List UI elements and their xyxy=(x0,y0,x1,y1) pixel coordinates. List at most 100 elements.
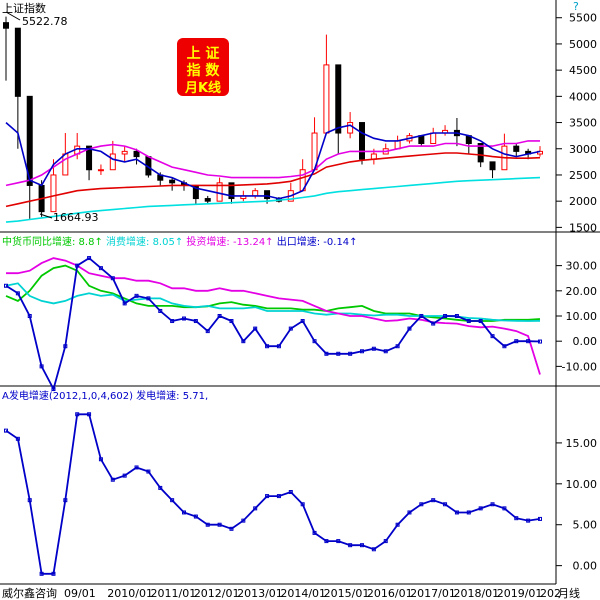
power-marker xyxy=(466,510,471,515)
candle-body xyxy=(26,95,33,186)
power-marker xyxy=(514,516,519,521)
power-marker xyxy=(241,518,246,523)
ma-blue-line xyxy=(5,121,541,200)
candle-body xyxy=(430,132,437,145)
price-tick-label: 3500 xyxy=(569,117,597,130)
candle-body xyxy=(477,143,484,163)
ma-cyan-line xyxy=(5,176,541,223)
power-marker xyxy=(538,516,542,521)
power-marker xyxy=(182,510,186,515)
legend-entry: A发电增速(2012,1,0,4,602) xyxy=(2,389,133,402)
power-marker xyxy=(75,412,80,417)
peak-pointer xyxy=(5,11,21,21)
candle-body xyxy=(3,22,9,29)
candle-body xyxy=(335,64,342,134)
power-marker xyxy=(39,571,44,576)
power-marker xyxy=(276,494,281,499)
candle-body xyxy=(323,64,330,134)
power-marker xyxy=(98,457,103,462)
x-tick-label: 2016/01 xyxy=(367,587,413,600)
series-marker xyxy=(454,314,459,318)
series-marker xyxy=(75,263,80,268)
badge-line-1: 上 证 xyxy=(187,46,220,62)
candle-body xyxy=(109,153,116,171)
price-tick-label: 5000 xyxy=(569,38,597,51)
candle-body xyxy=(86,145,93,171)
series-marker xyxy=(312,339,317,344)
power-marker xyxy=(348,543,353,548)
candle-body xyxy=(133,150,140,158)
series-marker xyxy=(371,346,376,351)
series-marker xyxy=(158,308,163,313)
legend-power: A发电增速(2012,1,0,4,602) 发电增速: 5.71, xyxy=(2,389,208,402)
power-marker xyxy=(122,473,127,478)
power-marker xyxy=(253,506,258,511)
power-marker xyxy=(15,436,20,441)
series-marker xyxy=(419,314,424,318)
x-tick-label: 2012/01 xyxy=(194,587,240,600)
series-marker xyxy=(300,319,305,324)
series-marker xyxy=(39,364,44,369)
series-marker xyxy=(324,351,329,356)
price-tick-label: 1500 xyxy=(569,221,597,234)
power-tick-label: 15.00 xyxy=(566,437,598,450)
series-marker xyxy=(193,319,198,324)
series-marker xyxy=(526,339,531,344)
series-line-0 xyxy=(5,264,541,322)
x-tick-label: 09/01 xyxy=(64,587,96,600)
series-marker xyxy=(395,344,400,349)
power-marker xyxy=(134,465,139,470)
legend-entry: 发电增速: 5.71, xyxy=(133,389,208,402)
candle-body xyxy=(121,150,128,155)
power-marker xyxy=(478,506,483,511)
series-marker xyxy=(27,314,32,318)
power-marker xyxy=(193,514,198,519)
macro-tick-label: 30.00 xyxy=(566,260,598,273)
series-marker xyxy=(98,266,103,271)
power-marker xyxy=(265,494,270,499)
candle-body xyxy=(14,27,21,97)
price-tick-label: 4500 xyxy=(569,64,597,77)
series-marker xyxy=(383,349,388,354)
series-marker xyxy=(478,319,483,324)
candle-body xyxy=(169,179,176,184)
x-tick-label: 2010/01 xyxy=(107,587,153,600)
power-line-0 xyxy=(5,413,541,575)
legend-entry: 消费增速: 8.05↑ xyxy=(103,235,183,248)
series-marker xyxy=(217,314,222,318)
candle-body xyxy=(489,161,496,171)
ma-magenta-line xyxy=(5,140,540,187)
legend-entry: 投资增速: -13.24↑ xyxy=(183,235,273,248)
power-marker xyxy=(490,502,495,507)
power-marker xyxy=(324,539,329,544)
candle-body xyxy=(204,198,211,202)
series-line-3 xyxy=(5,256,541,392)
macro-tick-label: 10.00 xyxy=(566,310,598,323)
series-line-2 xyxy=(6,257,541,375)
series-marker xyxy=(51,387,56,392)
candle-body xyxy=(50,174,57,213)
help-icon[interactable]: ? xyxy=(573,0,579,13)
legend-macro: 中货币同比增速: 8.8↑ 消费增速: 8.05↑ 投资增速: -13.24↑ … xyxy=(2,235,358,248)
power-tick-label: 10.00 xyxy=(566,478,598,491)
ma-red-line xyxy=(5,152,541,208)
power-marker xyxy=(407,510,412,515)
legend-entry: 中货币同比增速: 8.8↑ xyxy=(2,235,103,248)
power-tick-label: 5.00 xyxy=(573,519,598,532)
price-tick-label: 2500 xyxy=(569,169,597,182)
power-marker xyxy=(383,539,388,544)
power-marker xyxy=(419,502,424,507)
power-marker xyxy=(27,498,32,503)
power-marker xyxy=(158,485,163,490)
series-marker xyxy=(241,339,246,344)
power-marker xyxy=(431,498,436,503)
peak-label: 5522.78 xyxy=(22,15,68,28)
series-marker xyxy=(4,283,8,288)
x-tick-label: 2015/01 xyxy=(324,587,370,600)
series-marker xyxy=(490,334,495,339)
x-tick-label: 202 xyxy=(540,587,561,600)
trough-label: 1664.93 xyxy=(53,211,99,224)
series-marker xyxy=(538,339,542,344)
